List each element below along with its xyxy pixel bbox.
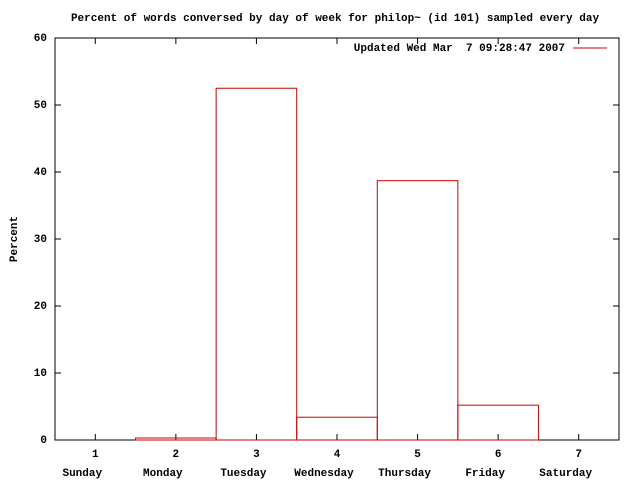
x-tick-label: 7	[575, 449, 582, 461]
bar	[376, 180, 459, 441]
category-label: Saturday	[539, 468, 592, 480]
y-axis-label: Percent	[9, 216, 21, 262]
y-tick-label: 20	[34, 301, 47, 313]
plot-frame	[54, 37, 620, 441]
category-label: Thursday	[378, 468, 431, 480]
x-tick-label: 5	[414, 449, 421, 461]
category-label: Monday	[143, 468, 183, 480]
legend-label: Updated Wed Mar 7 09:28:47 2007	[354, 43, 565, 55]
x-tick-label: 3	[253, 449, 260, 461]
y-tick-label: 50	[34, 100, 47, 112]
y-tick-label: 60	[34, 33, 47, 45]
y-tick-label: 0	[40, 435, 47, 447]
chart-title: Percent of words conversed by day of wee…	[71, 13, 599, 25]
bar	[457, 404, 539, 441]
x-tick-label: 1	[92, 449, 99, 461]
category-label: Tuesday	[220, 468, 267, 480]
y-tick-label: 10	[34, 368, 47, 380]
y-tick-label: 40	[34, 167, 47, 179]
category-label: Friday	[465, 468, 505, 480]
x-tick-label: 2	[173, 449, 180, 461]
y-tick-label: 30	[34, 234, 47, 246]
category-label: Wednesday	[294, 468, 354, 480]
bar	[215, 87, 298, 441]
category-label: Sunday	[62, 468, 102, 480]
x-tick-label: 4	[334, 449, 341, 461]
x-tick-label: 6	[495, 449, 502, 461]
